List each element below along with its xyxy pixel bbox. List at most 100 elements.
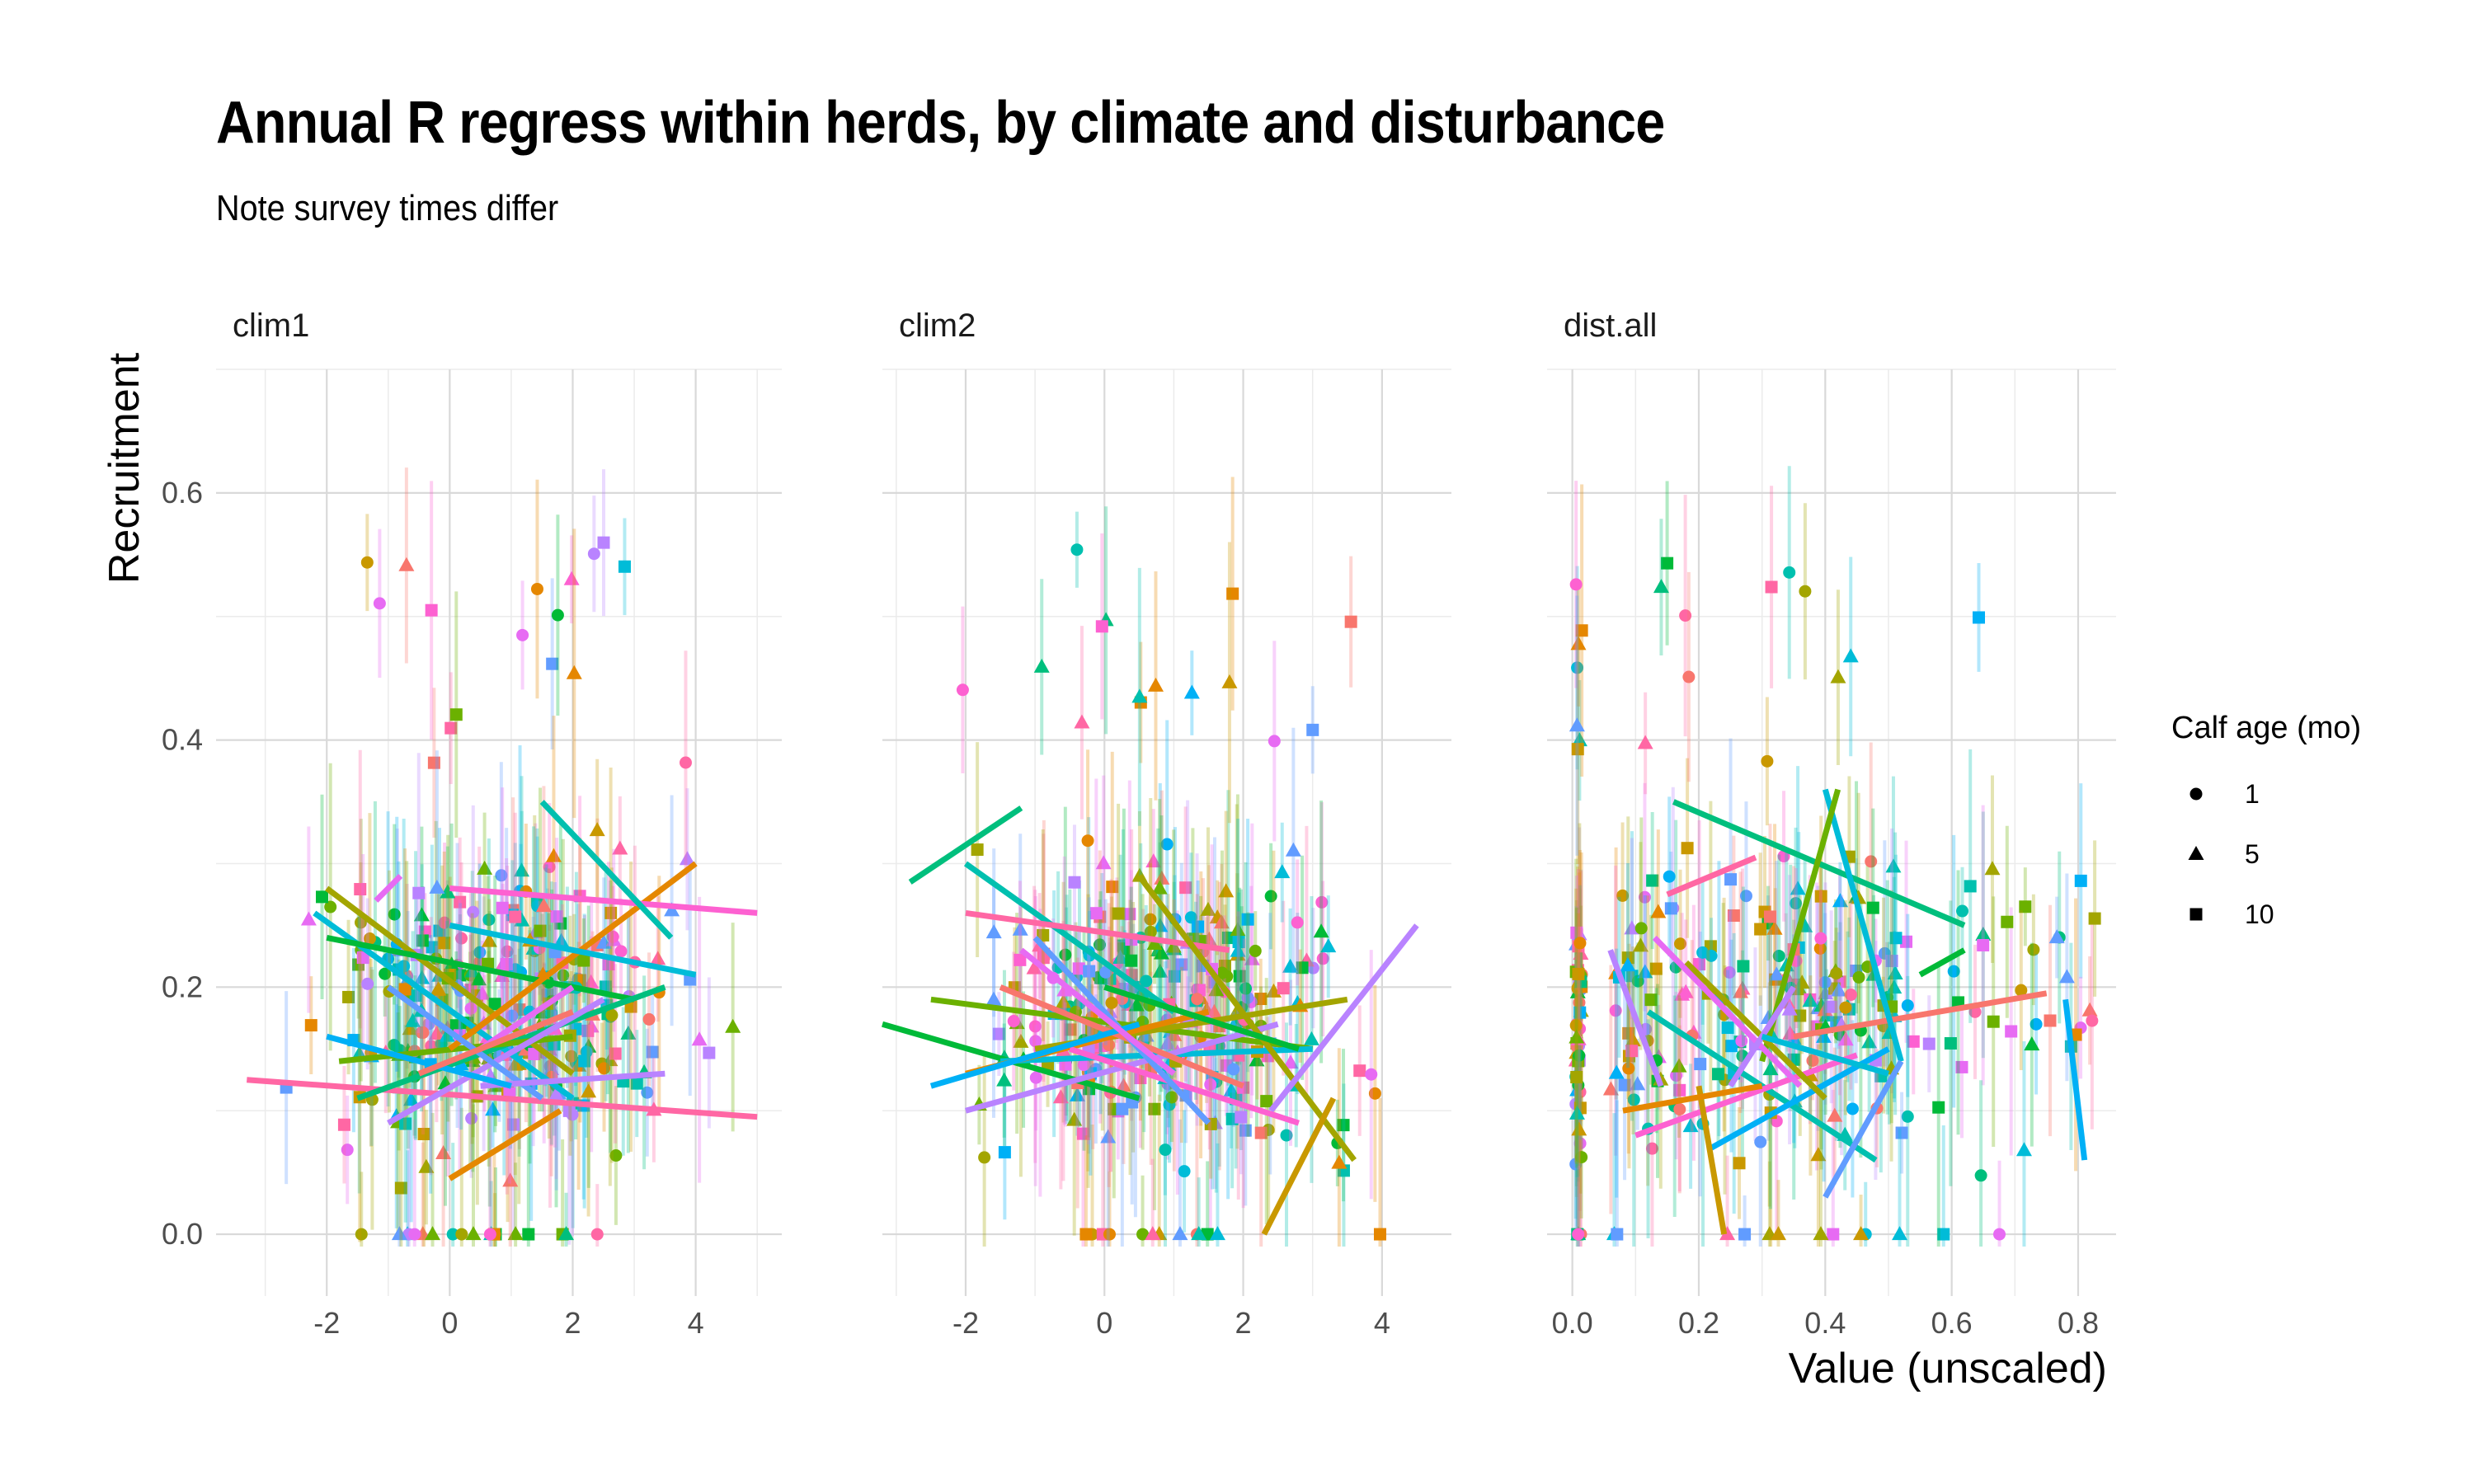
data-point [598, 1062, 611, 1075]
data-point [1209, 1226, 1225, 1241]
data-point [1777, 850, 1790, 863]
data-point [2019, 900, 2032, 913]
data-point [397, 960, 411, 973]
data-point [1646, 874, 1659, 887]
data-point [557, 969, 570, 982]
data-point [566, 665, 582, 679]
data-point [1825, 1000, 1838, 1013]
regression-line [374, 873, 403, 903]
data-point [978, 1151, 991, 1164]
x-tick-label: 2 [1235, 1306, 1252, 1340]
data-point [1569, 578, 1583, 591]
data-point [1244, 951, 1260, 965]
data-point [1922, 1037, 1935, 1050]
data-point [2030, 1017, 2043, 1031]
data-point [1754, 1135, 1767, 1148]
data-point [1696, 946, 1710, 959]
data-point [1192, 920, 1205, 933]
data-point [403, 1092, 420, 1106]
data-point [1179, 881, 1192, 895]
data-point [1866, 901, 1879, 914]
regression-line [1696, 1085, 1728, 1235]
data-point [1368, 1087, 1381, 1100]
data-point [1677, 984, 1694, 998]
regression-line [1261, 1097, 1337, 1236]
legend-label: 1 [2245, 779, 2260, 809]
data-point [1365, 1068, 1378, 1081]
data-point [1839, 1001, 1852, 1014]
data-point [379, 967, 392, 980]
data-point [1814, 932, 1827, 945]
data-point [477, 860, 493, 875]
data-point [1227, 1063, 1240, 1076]
data-point [1037, 951, 1050, 965]
point-cloud [1568, 466, 2101, 1247]
data-point [1813, 942, 1827, 955]
data-point [1650, 904, 1667, 918]
data-point [1103, 1039, 1116, 1052]
data-point [1649, 962, 1663, 975]
chart-subtitle: Note survey times differ [216, 188, 559, 228]
data-point [481, 932, 497, 947]
data-point [1037, 928, 1050, 942]
panel-dist.all: dist.all 0.0 0.2 0.4 0.6 0.8 [1547, 308, 2116, 1340]
data-point [530, 582, 543, 595]
data-point [1066, 1111, 1083, 1126]
data-point [1885, 955, 1898, 968]
data-point [435, 1144, 452, 1159]
data-point [1830, 967, 1843, 980]
data-point [1138, 1027, 1155, 1042]
data-point [1077, 1059, 1090, 1072]
data-point [1886, 979, 1903, 994]
data-point [1620, 957, 1636, 972]
regression-line [448, 861, 698, 1052]
data-point [454, 895, 467, 909]
data-point [1569, 1019, 1583, 1032]
data-point [1331, 1154, 1348, 1169]
data-point [1268, 735, 1281, 748]
data-point [471, 971, 487, 986]
data-point [1570, 926, 1583, 939]
data-point [394, 1181, 407, 1195]
data-point [2081, 1002, 2098, 1017]
data-point [1344, 615, 1357, 628]
data-point [1136, 1228, 1150, 1241]
regression-line [1268, 923, 1419, 1113]
data-point [1987, 1015, 2000, 1028]
data-point [1984, 861, 2001, 876]
data-point [361, 977, 374, 990]
data-point [1239, 1124, 1252, 1137]
data-point [1832, 893, 1848, 908]
data-point [1274, 864, 1291, 879]
data-point [2048, 929, 2065, 944]
data-point [614, 945, 628, 958]
data-point [1724, 873, 1738, 886]
regression-lines [1607, 788, 2088, 1235]
data-point [1727, 909, 1740, 923]
data-point [1125, 954, 1138, 967]
data-point [2015, 984, 2028, 997]
data-point [620, 1025, 637, 1040]
legend: Calf age (mo) 1 5 10 [2171, 711, 2361, 929]
data-point [1947, 965, 1960, 978]
regression-line [417, 1009, 574, 1077]
data-point [642, 1012, 656, 1026]
data-point [1622, 1062, 1635, 1075]
data-point [971, 843, 984, 857]
data-point [1937, 1228, 1950, 1241]
data-point [664, 902, 680, 917]
data-point [1815, 1028, 1832, 1043]
data-point [1159, 1035, 1176, 1050]
data-point [1673, 1102, 1686, 1115]
data-point [1239, 982, 1253, 995]
data-point [1105, 996, 1118, 1009]
data-point [1076, 1127, 1089, 1140]
data-point [543, 861, 556, 874]
data-point [528, 1047, 541, 1060]
data-point [1861, 960, 1874, 974]
y-tick-label: 0.2 [162, 970, 203, 1003]
regression-line [448, 1108, 562, 1181]
data-point [1681, 842, 1694, 855]
data-point [1671, 1058, 1687, 1073]
